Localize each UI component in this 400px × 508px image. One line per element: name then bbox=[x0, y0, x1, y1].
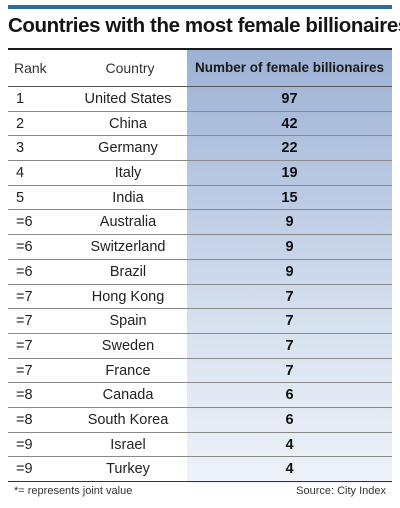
rank-cell: 5 bbox=[16, 189, 25, 206]
value-cell: 7 bbox=[285, 288, 294, 305]
table-body: 1 United States 97 2 China 42 3 Germany 22 4 Italy… bbox=[8, 87, 392, 482]
value-cell: 6 bbox=[285, 387, 294, 404]
rank-cell: 3 bbox=[16, 140, 25, 157]
value-cell: 42 bbox=[281, 115, 298, 132]
rank-cell: =7 bbox=[16, 362, 33, 379]
header-divider bbox=[8, 86, 392, 87]
rank-cell: 2 bbox=[16, 115, 25, 132]
value-cell: 6 bbox=[285, 411, 294, 428]
table-row: 2 China 42 bbox=[8, 112, 392, 137]
value-cell: 7 bbox=[285, 362, 294, 379]
rank-cell: =7 bbox=[16, 313, 33, 330]
rank-cell: =9 bbox=[16, 461, 33, 478]
country-cell: Germany bbox=[98, 140, 158, 157]
table-row: 4 Italy 19 bbox=[8, 161, 392, 186]
rank-cell: =6 bbox=[16, 263, 33, 280]
country-cell: Turkey bbox=[106, 461, 150, 478]
country-cell: Canada bbox=[102, 387, 154, 404]
rank-cell: =7 bbox=[16, 288, 33, 305]
country-cell: Switzerland bbox=[90, 239, 166, 256]
value-column-highlight bbox=[187, 50, 392, 483]
value-cell: 7 bbox=[285, 337, 294, 354]
value-cell: 9 bbox=[285, 263, 294, 280]
table-row: =7 Hong Kong 7 bbox=[8, 285, 392, 310]
rank-cell: =7 bbox=[16, 337, 33, 354]
rank-cell: 1 bbox=[16, 91, 25, 107]
value-cell: 4 bbox=[285, 461, 294, 478]
table-row: =8 South Korea 6 bbox=[8, 408, 392, 433]
rank-cell: =6 bbox=[16, 214, 33, 231]
footnote: *= represents joint value bbox=[14, 485, 133, 497]
table-row: 5 India 15 bbox=[8, 186, 392, 211]
column-header-rank: Rank bbox=[14, 60, 47, 76]
country-cell: Sweden bbox=[101, 337, 155, 354]
rank-cell: 4 bbox=[16, 165, 25, 182]
value-cell: 9 bbox=[285, 239, 294, 256]
title-divider bbox=[8, 48, 392, 50]
accent-bar bbox=[8, 5, 392, 9]
country-cell: China bbox=[109, 115, 147, 132]
table-row: =7 Spain 7 bbox=[8, 309, 392, 334]
country-cell: Hong Kong bbox=[91, 288, 165, 305]
value-cell: 19 bbox=[281, 165, 298, 182]
table-row: =7 Sweden 7 bbox=[8, 334, 392, 359]
rank-cell: =8 bbox=[16, 411, 33, 428]
rank-cell: =8 bbox=[16, 387, 33, 404]
table-row: =7 France 7 bbox=[8, 359, 392, 384]
rank-cell: =6 bbox=[16, 239, 33, 256]
value-cell: 4 bbox=[285, 436, 294, 453]
country-cell: South Korea bbox=[87, 411, 169, 428]
chart-title: Countries with the most female billionai… bbox=[8, 14, 400, 37]
table-row: =6 Brazil 9 bbox=[8, 260, 392, 285]
value-cell: 97 bbox=[281, 91, 298, 107]
country-cell: Australia bbox=[99, 214, 157, 231]
table-row: =6 Australia 9 bbox=[8, 210, 392, 236]
column-header-country: Country bbox=[105, 60, 155, 76]
country-cell: Brazil bbox=[109, 263, 147, 280]
table-row: =6 Switzerland 9 bbox=[8, 235, 392, 260]
country-cell: India bbox=[112, 189, 144, 206]
country-cell: United States bbox=[84, 91, 172, 107]
value-cell: 9 bbox=[285, 214, 294, 231]
table-row: =8 Canada 6 bbox=[8, 383, 392, 408]
value-cell: 22 bbox=[281, 140, 298, 157]
country-cell: France bbox=[105, 362, 151, 379]
value-cell: 7 bbox=[285, 313, 294, 330]
rank-cell: =9 bbox=[16, 436, 33, 453]
country-cell: Italy bbox=[114, 165, 142, 182]
table-row: =9 Turkey 4 bbox=[8, 457, 392, 482]
country-cell: Israel bbox=[110, 436, 146, 453]
value-cell: 15 bbox=[281, 189, 298, 206]
source-note: Source: City Index bbox=[296, 485, 386, 497]
table-row: 1 United States 97 bbox=[8, 87, 392, 112]
country-cell: Spain bbox=[109, 313, 147, 330]
table-row: 3 Germany 22 bbox=[8, 136, 392, 162]
column-header-value: Number of female billionaires bbox=[194, 60, 385, 75]
table-row: =9 Israel 4 bbox=[8, 433, 392, 458]
